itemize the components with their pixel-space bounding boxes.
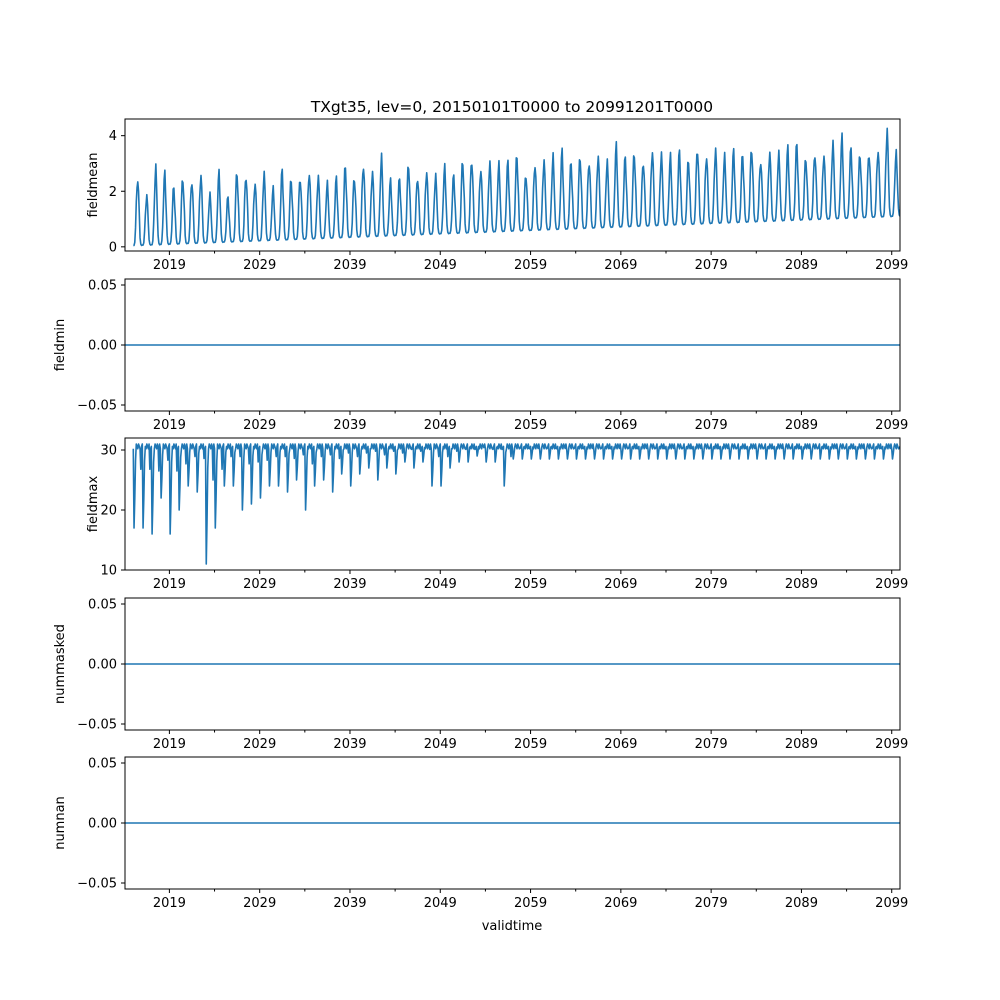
x-tick-label: 2059 <box>514 418 547 433</box>
figure-title: TXgt35, lev=0, 20150101T0000 to 20991201… <box>310 98 713 116</box>
x-tick-label: 2089 <box>785 418 818 433</box>
x-tick-label: 2019 <box>153 577 186 592</box>
y-tick-label: 2 <box>109 185 117 200</box>
x-tick-label: 2069 <box>604 258 637 273</box>
x-tick-label: 2079 <box>695 577 728 592</box>
x-tick-label: 2099 <box>875 737 908 752</box>
x-tick-label: 2099 <box>875 418 908 433</box>
x-tick-label: 2069 <box>604 737 637 752</box>
y-axis-label: fieldmax <box>86 476 101 533</box>
x-tick-label: 2019 <box>153 896 186 911</box>
panels: 0 2 4 fieldmean 2019 2029 2039 2049 2059 2069 2079… <box>53 118 908 911</box>
y-axis-label: nummasked <box>53 624 68 704</box>
x-tick-label: 2069 <box>604 577 637 592</box>
y-axis-label: fieldmin <box>53 319 68 372</box>
x-tick-label: 2069 <box>604 896 637 911</box>
x-tick-label: 2099 <box>875 577 908 592</box>
panel-numnan: −0.05 0.00 0.05 numnan 2019 2029 2039 2049 2059 2… <box>53 756 908 911</box>
y-tick-label: 30 <box>100 444 117 459</box>
y-tick-label: 0.00 <box>88 658 117 673</box>
axes-frame <box>124 118 901 252</box>
x-tick-label: 2029 <box>243 737 276 752</box>
x-tick-label: 2069 <box>604 418 637 433</box>
x-tick-label: 2039 <box>333 737 366 752</box>
x-tick-label: 2079 <box>695 258 728 273</box>
x-tick-label: 2029 <box>243 258 276 273</box>
y-axis-label: numnan <box>53 796 68 850</box>
y-tick-label: 4 <box>109 129 117 144</box>
x-tick-label: 2049 <box>424 577 457 592</box>
axes-frame <box>124 437 901 571</box>
x-tick-label: 2089 <box>785 258 818 273</box>
x-tick-label: 2019 <box>153 418 186 433</box>
x-tick-label: 2089 <box>785 896 818 911</box>
x-tick-label: 2059 <box>514 737 547 752</box>
y-tick-label: 0.05 <box>88 598 117 613</box>
x-tick-label: 2019 <box>153 737 186 752</box>
y-tick-label: 10 <box>100 564 117 579</box>
x-tick-label: 2079 <box>695 896 728 911</box>
x-tick-label: 2029 <box>243 896 276 911</box>
series-line-fieldmean <box>133 127 900 247</box>
y-tick-label: 0 <box>109 240 117 255</box>
y-tick-label: 0.00 <box>88 339 117 354</box>
panel-nummasked: −0.05 0.00 0.05 nummasked 2019 2029 2039 2049 20… <box>53 597 908 752</box>
x-tick-label: 2039 <box>333 896 366 911</box>
y-tick-label: −0.05 <box>77 399 117 414</box>
x-tick-label: 2089 <box>785 737 818 752</box>
x-tick-label: 2099 <box>875 896 908 911</box>
x-tick-label: 2049 <box>424 258 457 273</box>
x-tick-label: 2079 <box>695 418 728 433</box>
x-tick-label: 2059 <box>514 577 547 592</box>
x-tick-label: 2089 <box>785 577 818 592</box>
x-tick-label: 2049 <box>424 737 457 752</box>
x-tick-label: 2049 <box>424 896 457 911</box>
x-axis-label: validtime <box>482 919 543 934</box>
x-tick-label: 2099 <box>875 258 908 273</box>
x-tick-label: 2029 <box>243 418 276 433</box>
panel-fieldmean: 0 2 4 fieldmean 2019 2029 2039 2049 2059 2069 2079… <box>86 118 908 273</box>
x-tick-label: 2029 <box>243 577 276 592</box>
x-tick-label: 2059 <box>514 896 547 911</box>
panel-fieldmax: 10 20 30 fieldmax 2019 2029 2039 2049 2059 2069 20… <box>86 437 908 592</box>
series-line-fieldmax <box>132 443 900 565</box>
y-tick-label: 0.00 <box>88 817 117 832</box>
x-tick-label: 2039 <box>333 258 366 273</box>
y-tick-label: −0.05 <box>77 877 117 892</box>
x-tick-label: 2059 <box>514 258 547 273</box>
x-tick-label: 2079 <box>695 737 728 752</box>
x-tick-label: 2039 <box>333 418 366 433</box>
x-tick-label: 2039 <box>333 577 366 592</box>
x-tick-label: 2049 <box>424 418 457 433</box>
panel-fieldmin: −0.05 0.00 0.05 fieldmin 2019 2029 2039 2049 205… <box>53 278 908 433</box>
y-tick-label: −0.05 <box>77 718 117 733</box>
y-tick-label: 0.05 <box>88 757 117 772</box>
y-tick-label: 0.05 <box>88 279 117 294</box>
y-axis-label: fieldmean <box>86 153 101 218</box>
y-tick-label: 20 <box>100 504 117 519</box>
x-tick-label: 2019 <box>153 258 186 273</box>
